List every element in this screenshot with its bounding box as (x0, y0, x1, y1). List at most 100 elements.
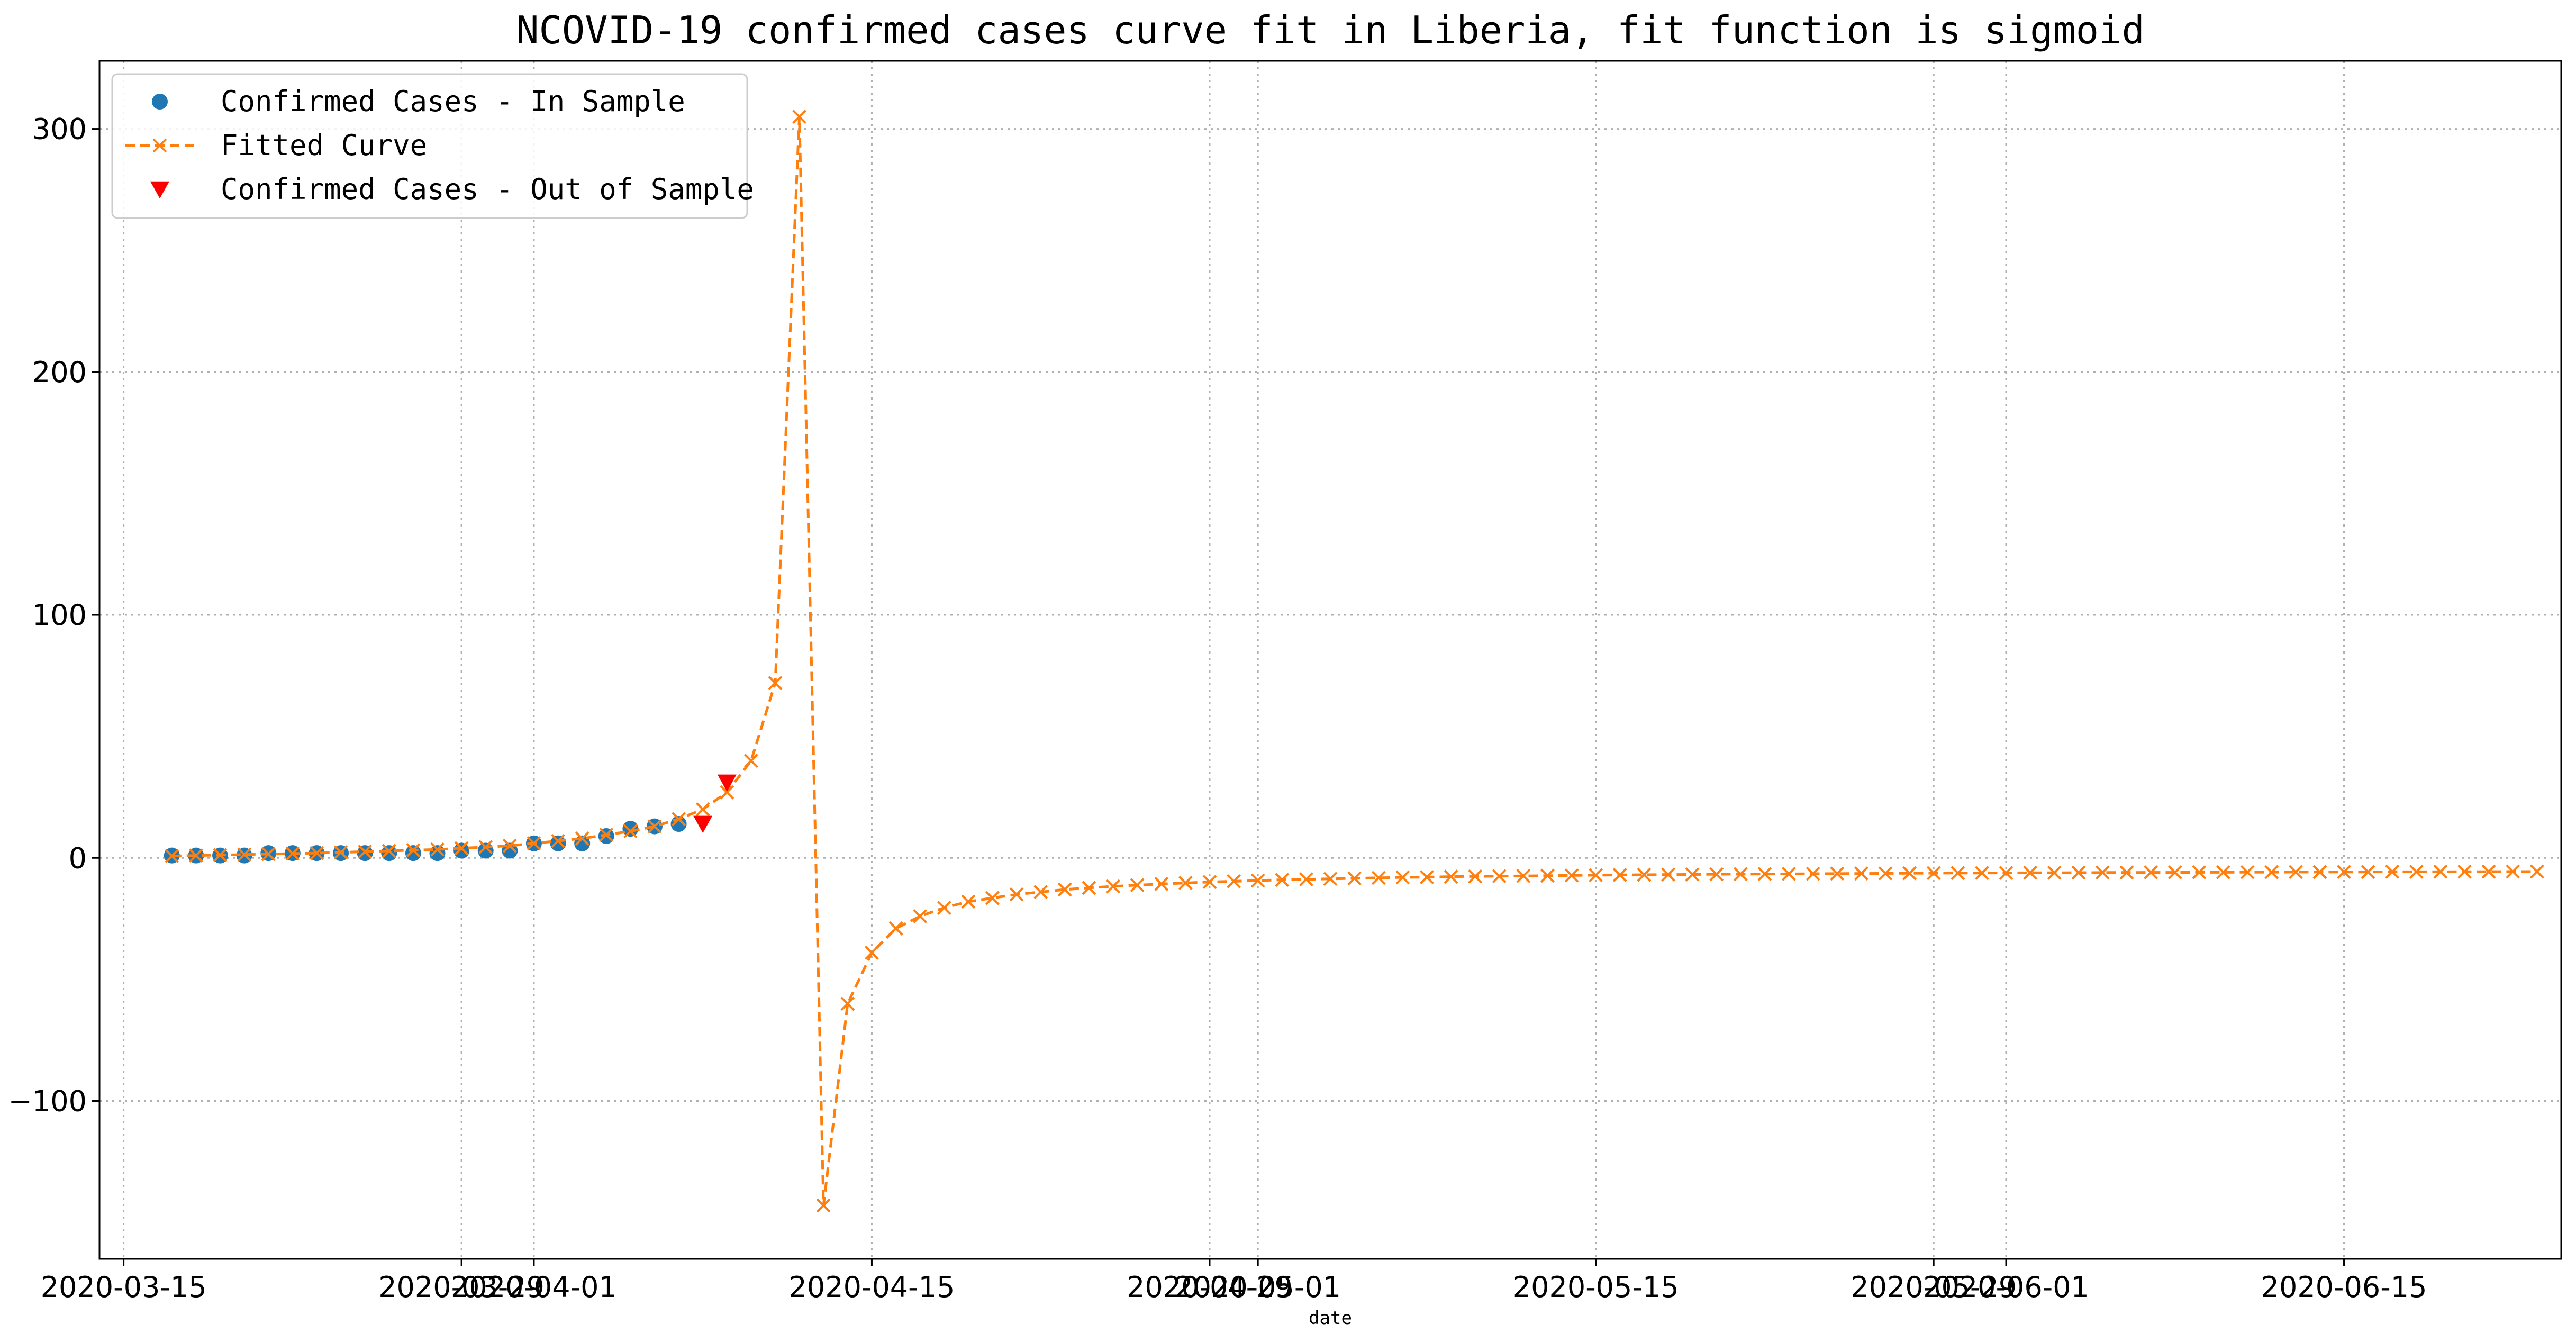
fitted-curve-point (2529, 864, 2544, 879)
fitted-curve-point (237, 847, 252, 862)
fitted-curve-point (1854, 866, 1868, 881)
x-tick-label: 2020-04-29 (1127, 1271, 1293, 1304)
in-sample-point (405, 845, 421, 862)
legend-label: Confirmed Cases - Out of Sample (221, 173, 754, 206)
fitted-curve-point (1902, 866, 1917, 881)
fitted-curve-point (2216, 865, 2230, 879)
fitted-curve-point (1540, 868, 1555, 883)
fitted-curve-point (2337, 865, 2351, 879)
fitted-curve-point (285, 846, 300, 861)
y-tick-label: 100 (32, 599, 87, 632)
fitted-curve-point (430, 842, 445, 857)
fitted-curve-point (2481, 864, 2496, 879)
fitted-curve-point (1057, 882, 1072, 897)
in-sample-point (477, 842, 494, 859)
x-tick-label: 2020-05-01 (1175, 1271, 1341, 1304)
fitted-curve-point (478, 840, 493, 855)
fitted-curve-point (1178, 876, 1193, 890)
fitted-curve-point (1468, 869, 1483, 884)
fitted-curve-point (1951, 866, 1965, 881)
fitted-curve-point (1806, 866, 1820, 881)
fitted-curve-line (171, 116, 2537, 1206)
out-of-sample-point (693, 815, 713, 833)
fitted-curve-point (1082, 881, 1096, 895)
fitted-curve-point (672, 812, 686, 827)
fitted-curve-point (1299, 872, 1313, 887)
grid-layer (99, 61, 2561, 1259)
fitted-curve-point (1782, 866, 1796, 881)
fitted-curve-point (358, 844, 373, 859)
fitted-curve-point (406, 843, 421, 857)
in-sample-point (453, 842, 470, 859)
fitted-curve-point (1275, 873, 1290, 887)
fitted-curve-point (865, 945, 879, 960)
legend-label: Confirmed Cases - In Sample (221, 85, 685, 118)
x-tick-label: 2020-06-01 (1923, 1271, 2089, 1304)
fitted-curve-point (2144, 865, 2158, 880)
legend: Confirmed Cases - In Sample Fitted Curve C… (111, 73, 754, 219)
x-tick-label: 2020-06-15 (2261, 1271, 2427, 1304)
fitted-curve-point (2409, 865, 2424, 879)
fitted-curve-point (1878, 866, 1893, 881)
fitted-curve-point (165, 849, 179, 864)
fitted-curve-point (2385, 865, 2400, 879)
series-1 (165, 110, 2544, 1213)
fitted-curve-point (1323, 872, 1338, 886)
fitted-curve-point (2433, 865, 2448, 879)
fitted-curve-point (1371, 871, 1386, 885)
fitted-curve-point (1106, 879, 1120, 894)
fitted-curve-point (1492, 869, 1507, 884)
legend-marker (152, 138, 167, 153)
in-sample-point (381, 845, 397, 862)
legend-label: Fitted Curve (221, 129, 427, 162)
fitted-curve-point (551, 833, 565, 848)
in-sample-point (550, 835, 566, 851)
plot-area-frame (98, 60, 2562, 1260)
x-axis-label: date (1309, 1308, 1352, 1329)
fitted-curve-point (743, 754, 758, 768)
fitted-curve-point (454, 841, 469, 856)
chart-title: NCOVID-19 confirmed cases curve fit in L… (516, 8, 2145, 52)
fitted-curve-point (2457, 864, 2472, 879)
fitted-curve-point (1733, 867, 1748, 882)
fitted-curve-point (985, 891, 1000, 905)
y-tick-label: 300 (32, 113, 87, 146)
fitted-curve-point (189, 848, 203, 863)
fitted-curve-point (2192, 865, 2207, 879)
fitted-curve-point (1033, 885, 1048, 899)
y-tick-label: 0 (69, 841, 87, 875)
out-of-sample-point (717, 774, 737, 792)
fitted-curve-point (840, 996, 855, 1011)
fitted-curve-point (1395, 870, 1410, 885)
fitted-curve-point (816, 1198, 831, 1213)
fitted-curve-point (2506, 864, 2520, 879)
fitted-curve-point (382, 844, 396, 858)
fitted-curve-point (2312, 865, 2327, 879)
x-tick-label: 2020-03-29 (378, 1271, 545, 1304)
y-tick-label: 200 (32, 356, 87, 389)
fitted-curve-point (1589, 868, 1603, 883)
fitted-curve-point (213, 848, 228, 863)
x-tick-label: 2020-04-15 (789, 1271, 955, 1304)
fitted-curve-point (2023, 865, 2038, 880)
fitted-curve-point (2119, 865, 2134, 880)
fitted-curve-point (1926, 866, 1941, 881)
fitted-curve-point (768, 676, 783, 691)
fitted-curve-point (1564, 868, 1579, 883)
fitted-curve-point (333, 845, 348, 860)
fitted-curve-point (527, 836, 541, 851)
fitted-curve-point (913, 909, 928, 923)
fitted-curve-point (1974, 866, 1989, 881)
fitted-curve-point (2071, 865, 2086, 880)
fitted-curve-point (647, 819, 662, 833)
fitted-curve-point (2288, 865, 2303, 879)
fitted-curve-point (1420, 870, 1434, 884)
fitted-curve-point (2361, 865, 2375, 879)
in-sample-point (429, 845, 446, 862)
fitted-curve-point (1999, 866, 2013, 880)
fitted-curve-point (575, 831, 589, 846)
fitted-curve-point (1444, 869, 1458, 884)
fitted-curve-point (792, 110, 807, 124)
